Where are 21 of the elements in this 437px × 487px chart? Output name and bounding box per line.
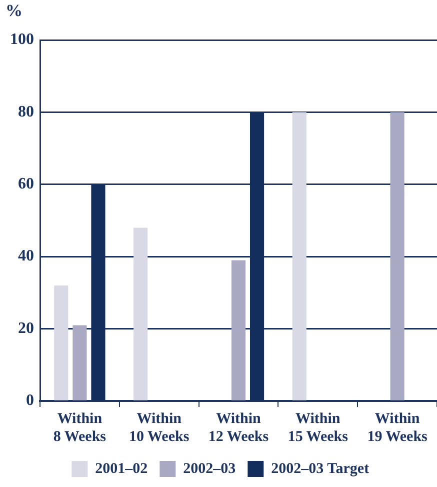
bar	[231, 260, 246, 400]
x-tick-label: Within 19 Weeks	[367, 410, 428, 445]
y-axis-title: %	[6, 0, 22, 20]
x-tick-label: Within 10 Weeks	[129, 410, 190, 445]
y-tick-label: 100	[10, 31, 34, 48]
bar	[292, 112, 306, 400]
y-tick-label: 0	[26, 392, 34, 410]
legend-label: 2001–02	[95, 460, 148, 477]
y-tick-label: 20	[18, 320, 34, 337]
y-tick-label: 40	[18, 248, 34, 265]
bar	[134, 228, 148, 400]
x-tick-label: Within 15 Weeks	[288, 410, 348, 445]
bar	[54, 285, 68, 400]
x-tick-label: Within 8 Weeks	[53, 410, 106, 445]
legend-label: 2002–03	[183, 460, 236, 477]
y-tick-label: 60	[18, 176, 34, 193]
legend-label: 2002–03 Target	[271, 460, 370, 477]
x-tick-label: Within 12 Weeks	[208, 410, 269, 445]
bar	[72, 325, 87, 400]
y-tick-label: 80	[18, 103, 34, 120]
bar	[390, 112, 404, 400]
